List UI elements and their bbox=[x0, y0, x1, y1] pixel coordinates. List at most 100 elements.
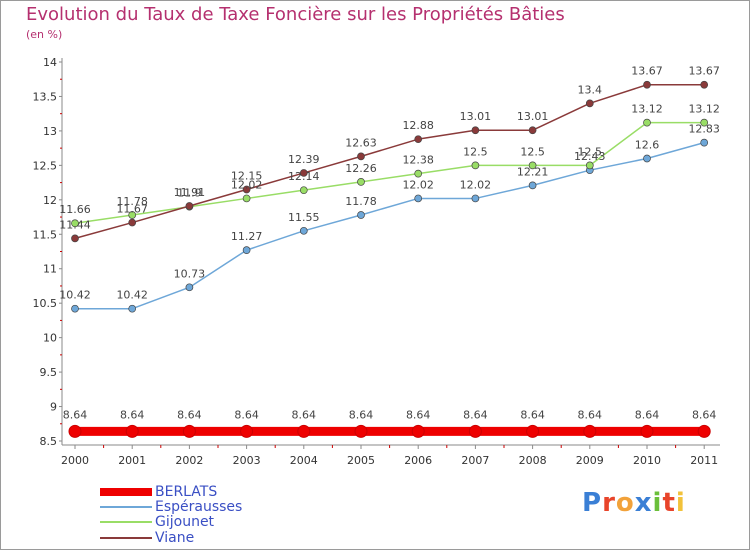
data-point bbox=[297, 424, 311, 438]
data-label: 12.26 bbox=[345, 162, 377, 175]
x-tick-label: 2002 bbox=[175, 454, 203, 467]
data-label: 12.02 bbox=[460, 178, 492, 191]
y-tick-label: 9.5 bbox=[40, 366, 58, 379]
logo-letter: x bbox=[634, 488, 653, 518]
data-label: 11.67 bbox=[116, 203, 148, 216]
proxiti-logo: Proxiti bbox=[582, 488, 686, 518]
data-point bbox=[414, 169, 423, 178]
legend-swatch-esperausses bbox=[100, 506, 152, 508]
data-label: 12.02 bbox=[231, 178, 263, 191]
y-tick-label: 12 bbox=[43, 194, 57, 207]
data-point bbox=[182, 424, 196, 438]
data-label: 10.73 bbox=[174, 267, 206, 280]
data-label: 10.42 bbox=[59, 289, 91, 302]
y-tick-label: 9 bbox=[50, 401, 57, 414]
data-point bbox=[240, 424, 254, 438]
data-point bbox=[185, 283, 194, 292]
data-point bbox=[585, 99, 594, 108]
legend-item-berlats: BERLATS bbox=[100, 484, 300, 500]
legend-item-esperausses: Espérausses bbox=[100, 499, 300, 515]
data-label: 8.64 bbox=[177, 408, 202, 421]
logo-letter: P bbox=[582, 488, 603, 518]
data-label: 12.63 bbox=[345, 136, 377, 149]
data-point bbox=[528, 161, 537, 170]
data-point bbox=[71, 304, 79, 313]
x-tick-label: 2000 bbox=[61, 454, 89, 467]
data-point bbox=[299, 226, 308, 235]
data-label: 12.21 bbox=[517, 165, 549, 178]
data-label: 8.64 bbox=[635, 408, 660, 421]
legend-swatch-viane bbox=[100, 537, 152, 539]
data-label: 11.9 bbox=[177, 187, 202, 200]
data-point bbox=[299, 169, 308, 177]
data-label: 12.83 bbox=[688, 123, 720, 136]
logo-letter: o bbox=[615, 488, 635, 518]
x-tick-label: 2006 bbox=[404, 454, 432, 467]
data-label: 11.44 bbox=[59, 218, 91, 231]
y-tick-label: 10.5 bbox=[33, 297, 58, 310]
data-point bbox=[242, 185, 251, 194]
data-point bbox=[471, 126, 480, 135]
data-label: 8.64 bbox=[63, 408, 88, 421]
data-point bbox=[357, 178, 365, 186]
legend-swatch-gijounet bbox=[100, 521, 152, 523]
data-label: 11.78 bbox=[345, 195, 377, 208]
data-label: 12.14 bbox=[288, 170, 320, 183]
data-label: 12.38 bbox=[402, 154, 434, 167]
data-label: 12.6 bbox=[635, 138, 660, 151]
data-point bbox=[585, 161, 594, 170]
data-point bbox=[643, 80, 651, 89]
data-point bbox=[640, 424, 654, 438]
x-tick-label: 2007 bbox=[461, 454, 489, 467]
data-point bbox=[700, 80, 709, 89]
data-label: 8.64 bbox=[120, 408, 145, 421]
data-point bbox=[411, 424, 425, 438]
data-label: 8.64 bbox=[578, 408, 603, 421]
data-point bbox=[299, 186, 308, 195]
legend-item-gijounet: Gijounet bbox=[100, 514, 300, 530]
data-point bbox=[700, 118, 709, 127]
y-tick-label: 10 bbox=[43, 332, 57, 345]
data-point bbox=[414, 135, 423, 144]
y-tick-label: 11 bbox=[43, 263, 57, 276]
data-point bbox=[471, 161, 480, 170]
x-tick-label: 2003 bbox=[233, 454, 261, 467]
data-label: 13.4 bbox=[578, 83, 603, 96]
legend-swatch-berlats bbox=[100, 488, 152, 496]
data-point bbox=[242, 246, 251, 254]
y-tick-label: 8.5 bbox=[40, 435, 58, 448]
legend-label-viane: Viane bbox=[155, 530, 195, 546]
data-label: 8.64 bbox=[692, 408, 717, 421]
y-tick-label: 14 bbox=[43, 56, 57, 69]
legend-label-gijounet: Gijounet bbox=[155, 514, 215, 530]
x-tick-label: 2008 bbox=[519, 454, 547, 467]
data-point bbox=[643, 154, 651, 163]
data-label: 11.91 bbox=[174, 186, 206, 199]
data-point bbox=[528, 126, 537, 135]
data-point bbox=[71, 234, 79, 243]
chart-title: Evolution du Taux de Taxe Foncière sur l… bbox=[26, 4, 565, 25]
data-label: 12.15 bbox=[231, 169, 263, 182]
data-label: 12.5 bbox=[520, 145, 545, 158]
data-label: 8.64 bbox=[463, 408, 488, 421]
data-label: 12.5 bbox=[463, 145, 488, 158]
series-line-viane bbox=[74, 83, 705, 240]
data-point bbox=[526, 424, 540, 438]
data-point bbox=[354, 424, 368, 438]
data-point bbox=[185, 202, 194, 210]
data-label: 13.01 bbox=[517, 110, 549, 123]
x-tick-label: 2011 bbox=[690, 454, 718, 467]
x-tick-label: 2009 bbox=[576, 454, 604, 467]
legend-label-berlats: BERLATS bbox=[155, 484, 218, 500]
data-point bbox=[71, 219, 79, 228]
x-tick-label: 2004 bbox=[290, 454, 318, 467]
logo-letter: r bbox=[602, 488, 616, 518]
data-point bbox=[128, 218, 137, 227]
data-point bbox=[700, 138, 709, 147]
data-label: 8.64 bbox=[406, 408, 431, 421]
x-tick-label: 2005 bbox=[347, 454, 375, 467]
data-label: 12.5 bbox=[578, 145, 603, 158]
data-point bbox=[528, 181, 537, 190]
data-label: 10.42 bbox=[116, 289, 148, 302]
